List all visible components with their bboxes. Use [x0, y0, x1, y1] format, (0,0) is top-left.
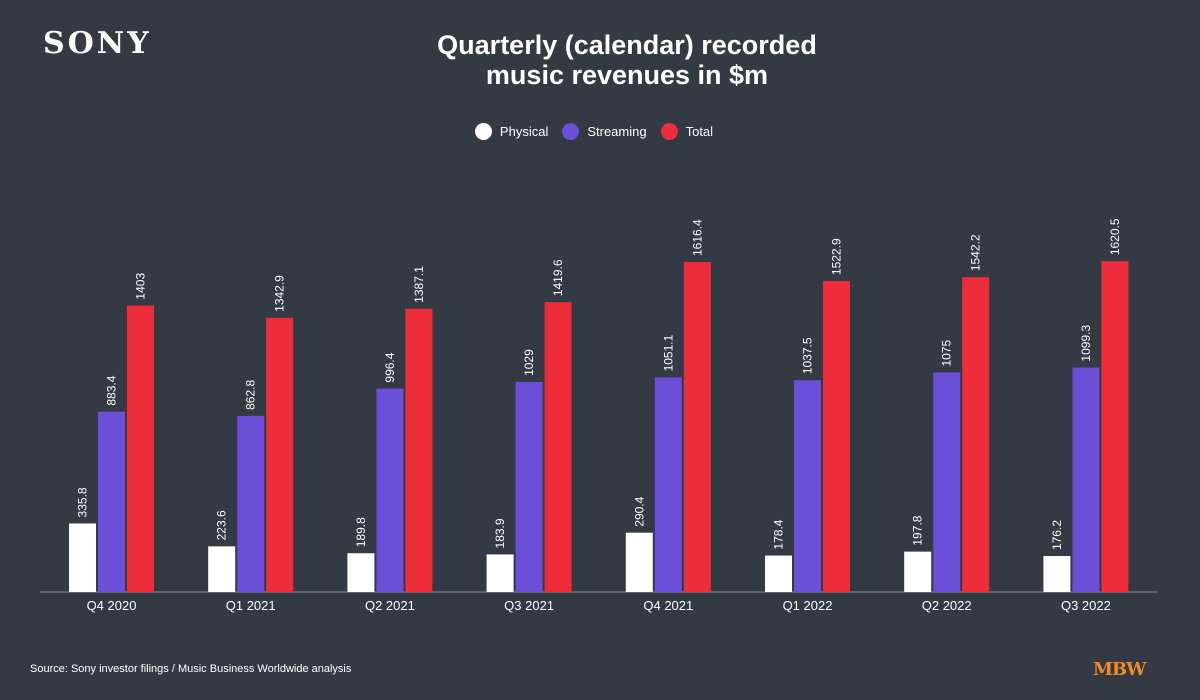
mbw-logo: MBW	[1093, 659, 1146, 680]
legend-item-physical[interactable]: Physical	[474, 123, 549, 140]
chart-title-line-1: Quarterly (calendar) recorded	[437, 30, 817, 60]
data-label-physical-q3-2022: 176.2	[1050, 520, 1064, 550]
x-tick-label-q1-2022: Q1 2022	[783, 598, 833, 613]
data-label-streaming-q3-2022: 1099.3	[1079, 325, 1093, 362]
data-label-physical-q2-2021: 189.8	[354, 517, 368, 547]
data-label-total-q1-2022: 1522.9	[830, 238, 844, 275]
bar-total-q3-2022[interactable]	[1101, 261, 1129, 592]
data-label-streaming-q4-2021: 1051.1	[661, 334, 675, 371]
sony-logo: SONY	[43, 26, 152, 61]
data-label-physical-q2-2022: 197.8	[911, 515, 925, 545]
data-label-physical-q3-2021: 183.9	[493, 518, 507, 548]
data-label-streaming-q2-2021: 996.4	[383, 352, 397, 382]
bar-total-q4-2021[interactable]	[683, 262, 711, 592]
data-label-streaming-q2-2022: 1075	[940, 340, 954, 367]
legend-item-total[interactable]: Total	[660, 123, 714, 140]
bar-physical-q2-2022[interactable]	[904, 551, 932, 592]
x-tick-label-q2-2022: Q2 2022	[922, 598, 972, 613]
data-label-physical-q4-2021: 290.4	[632, 496, 646, 526]
bar-physical-q2-2021[interactable]	[347, 553, 375, 592]
bar-physical-q3-2022[interactable]	[1043, 556, 1071, 592]
bar-total-q1-2021[interactable]	[266, 317, 294, 592]
x-tick-label-q4-2020: Q4 2020	[87, 598, 137, 613]
bar-total-q2-2021[interactable]	[405, 308, 433, 592]
data-label-physical-q4-2020: 335.8	[76, 487, 90, 517]
chart-title-line-2: music revenues in $m	[485, 60, 769, 90]
chart-legend: Physical Streaming Total	[0, 123, 1188, 140]
bar-streaming-q3-2021[interactable]	[515, 381, 543, 592]
data-label-physical-q1-2021: 223.6	[215, 510, 229, 540]
data-label-physical-q1-2022: 178.4	[772, 519, 786, 549]
bar-streaming-q2-2022[interactable]	[933, 372, 961, 592]
legend-swatch-total	[660, 123, 678, 140]
bar-physical-q4-2020[interactable]	[69, 523, 96, 592]
bar-streaming-q2-2021[interactable]	[376, 388, 404, 592]
data-label-total-q2-2021: 1387.1	[412, 266, 426, 303]
data-label-total-q3-2021: 1419.6	[551, 259, 565, 296]
chart-title: Quarterly (calendar) recorded music reve…	[0, 30, 1200, 90]
bar-streaming-q1-2022[interactable]	[794, 380, 821, 592]
data-label-total-q4-2020: 1403	[134, 273, 148, 300]
legend-item-streaming[interactable]: Streaming	[562, 123, 647, 140]
legend-label-total: Total	[685, 124, 714, 139]
legend-swatch-physical	[474, 123, 492, 140]
data-label-total-q2-2022: 1542.2	[969, 234, 983, 271]
bar-streaming-q4-2020[interactable]	[98, 411, 125, 592]
data-label-streaming-q3-2021: 1029	[522, 349, 536, 376]
bar-streaming-q4-2021[interactable]	[654, 377, 682, 592]
x-tick-label-q3-2021: Q3 2021	[504, 598, 554, 613]
source-note: Source: Sony investor filings / Music Bu…	[30, 663, 352, 675]
bar-physical-q1-2022[interactable]	[765, 555, 792, 592]
bar-streaming-q3-2022[interactable]	[1072, 367, 1100, 592]
legend-label-physical: Physical	[499, 124, 549, 139]
x-tick-label-q4-2021: Q4 2021	[643, 598, 693, 613]
data-label-streaming-q4-2020: 883.4	[105, 375, 119, 405]
data-label-total-q1-2021: 1342.9	[273, 275, 287, 312]
bar-total-q2-2022[interactable]	[962, 277, 990, 592]
x-tick-label-q1-2021: Q1 2021	[226, 598, 276, 613]
bar-physical-q4-2021[interactable]	[625, 532, 653, 592]
data-label-total-q4-2021: 1616.4	[690, 219, 704, 256]
bar-total-q1-2022[interactable]	[823, 281, 850, 592]
data-label-streaming-q1-2021: 862.8	[244, 379, 258, 409]
bar-total-q3-2021[interactable]	[544, 302, 572, 592]
bar-physical-q3-2021[interactable]	[486, 554, 514, 592]
bar-streaming-q1-2021[interactable]	[237, 415, 265, 592]
x-tick-label-q3-2022: Q3 2022	[1061, 598, 1111, 613]
data-label-streaming-q1-2022: 1037.5	[801, 337, 815, 374]
bar-physical-q1-2021[interactable]	[208, 546, 236, 592]
legend-label-streaming: Streaming	[587, 124, 647, 139]
legend-swatch-streaming	[562, 123, 580, 140]
bar-total-q4-2020[interactable]	[127, 305, 154, 592]
x-tick-label-q2-2021: Q2 2021	[365, 598, 415, 613]
data-label-total-q3-2022: 1620.5	[1108, 218, 1122, 255]
